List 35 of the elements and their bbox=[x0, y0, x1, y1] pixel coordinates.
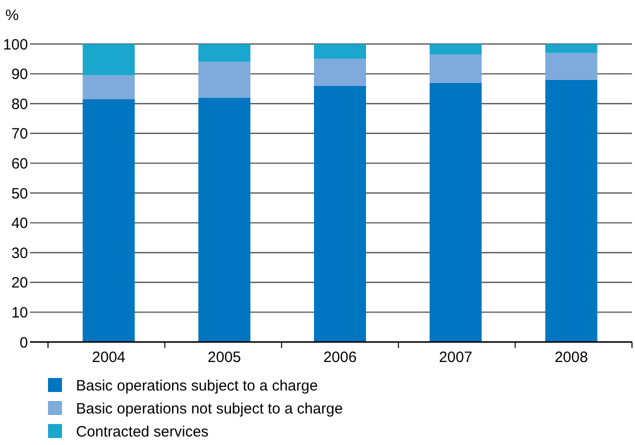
bar bbox=[430, 44, 482, 54]
bar bbox=[314, 86, 366, 342]
y-tick-label: 20 bbox=[11, 274, 28, 292]
y-tick-label: 70 bbox=[11, 126, 28, 143]
bar bbox=[198, 98, 250, 342]
y-tick-label: 100 bbox=[2, 36, 28, 54]
x-tick-label: 2006 bbox=[323, 349, 357, 366]
bar bbox=[430, 82, 482, 342]
bar bbox=[314, 44, 366, 59]
bar bbox=[198, 62, 250, 98]
bar bbox=[82, 44, 135, 76]
x-tick-label: 2004 bbox=[92, 349, 126, 366]
y-tick-label: 80 bbox=[11, 96, 28, 113]
legend-label: Contracted services bbox=[76, 423, 209, 440]
x-tick-label: 2005 bbox=[208, 349, 242, 366]
bar bbox=[314, 58, 366, 86]
bar bbox=[82, 99, 135, 342]
bar bbox=[545, 44, 598, 53]
y-tick-label: 40 bbox=[11, 215, 28, 232]
bar bbox=[545, 80, 598, 342]
y-tick-label: 0 bbox=[20, 334, 28, 352]
x-tick-label: 2007 bbox=[438, 349, 472, 366]
x-tick-label: 2008 bbox=[554, 349, 588, 366]
bar bbox=[198, 44, 250, 62]
legend-label: Basic operations subject to a charge bbox=[76, 377, 318, 394]
y-tick-label: 30 bbox=[11, 244, 28, 262]
y-tick-label: 50 bbox=[11, 185, 28, 202]
y-tick-label: 90 bbox=[11, 66, 28, 84]
y-axis-title: % bbox=[5, 7, 19, 24]
legend-label: Basic operations not subject to a charge bbox=[76, 400, 343, 418]
bar bbox=[82, 75, 135, 100]
bar bbox=[545, 52, 598, 80]
y-tick-label: 10 bbox=[11, 304, 28, 322]
bar bbox=[430, 54, 482, 83]
y-tick-label: 60 bbox=[11, 155, 28, 172]
